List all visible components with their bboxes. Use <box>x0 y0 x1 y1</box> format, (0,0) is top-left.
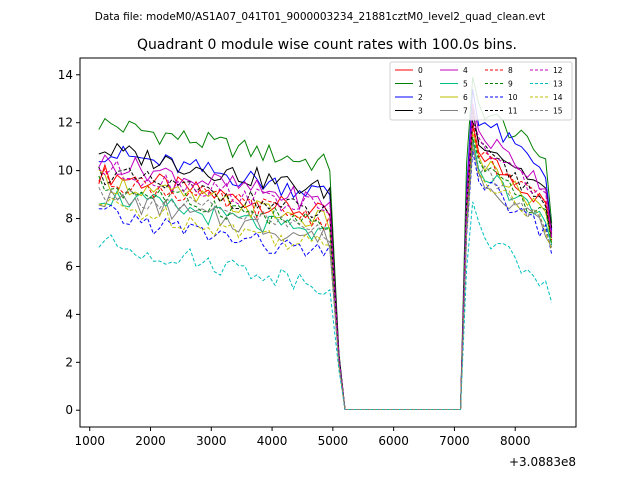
series-line-11 <box>98 120 553 410</box>
chart-title: Quadrant 0 module wise count rates with … <box>137 37 517 53</box>
x-tick-label: 1000 <box>74 434 105 448</box>
x-tick-label: 6000 <box>378 434 409 448</box>
series-line-10 <box>98 151 553 410</box>
x-tick-label: 8000 <box>500 434 531 448</box>
plot-frame <box>79 57 577 428</box>
legend-label-12: 12 <box>553 66 563 75</box>
series-line-0 <box>98 122 553 410</box>
y-tick-label: 6 <box>65 259 73 273</box>
legend-label-15: 15 <box>553 107 563 116</box>
legend-box <box>389 61 573 121</box>
series-line-8 <box>98 125 553 410</box>
series-line-14 <box>98 144 553 410</box>
legend-label-3: 3 <box>418 107 423 116</box>
legend-label-1: 1 <box>418 80 423 89</box>
series-line-12 <box>98 115 553 410</box>
legend-label-11: 11 <box>508 107 518 116</box>
series-line-1 <box>98 77 553 410</box>
y-tick-label: 4 <box>65 307 73 321</box>
y-tick-label: 12 <box>58 116 73 130</box>
legend-label-2: 2 <box>418 93 423 102</box>
legend-label-7: 7 <box>463 107 468 116</box>
series-line-2 <box>98 89 553 410</box>
legend-label-14: 14 <box>553 93 563 102</box>
y-tick-label: 8 <box>65 212 73 226</box>
x-tick-label: 3000 <box>196 434 227 448</box>
series-line-9 <box>98 136 553 410</box>
y-tick-label: 0 <box>65 403 73 417</box>
y-tick-label: 2 <box>65 355 73 369</box>
x-tick-label: 7000 <box>439 434 470 448</box>
legend-label-5: 5 <box>463 80 468 89</box>
series-line-6 <box>98 132 553 410</box>
x-tick-label: 2000 <box>135 434 166 448</box>
legend-label-9: 9 <box>508 80 513 89</box>
legend-label-6: 6 <box>463 93 468 102</box>
series-layer <box>98 77 553 410</box>
legend-label-4: 4 <box>463 66 468 75</box>
series-line-15 <box>98 141 553 410</box>
x-axis: 1000 2000 3000 4000 5000 6000 7000 8000 <box>74 427 530 448</box>
y-tick-label: 14 <box>58 68 73 82</box>
legend-label-10: 10 <box>508 93 518 102</box>
series-line-4 <box>98 103 553 410</box>
series-line-3 <box>98 108 553 410</box>
x-offset-label: +3.0883e8 <box>509 455 576 469</box>
x-tick-label: 5000 <box>318 434 349 448</box>
legend-label-13: 13 <box>553 80 563 89</box>
legend-label-0: 0 <box>418 66 423 75</box>
x-tick-label: 4000 <box>257 434 288 448</box>
y-axis: 0 2 4 6 8 10 12 14 <box>58 68 80 417</box>
data-file-header: Data file: modeM0/AS1A07_041T01_90000032… <box>95 11 546 23</box>
legend-label-8: 8 <box>508 66 513 75</box>
series-line-13 <box>98 201 553 410</box>
y-tick-label: 10 <box>58 164 73 178</box>
